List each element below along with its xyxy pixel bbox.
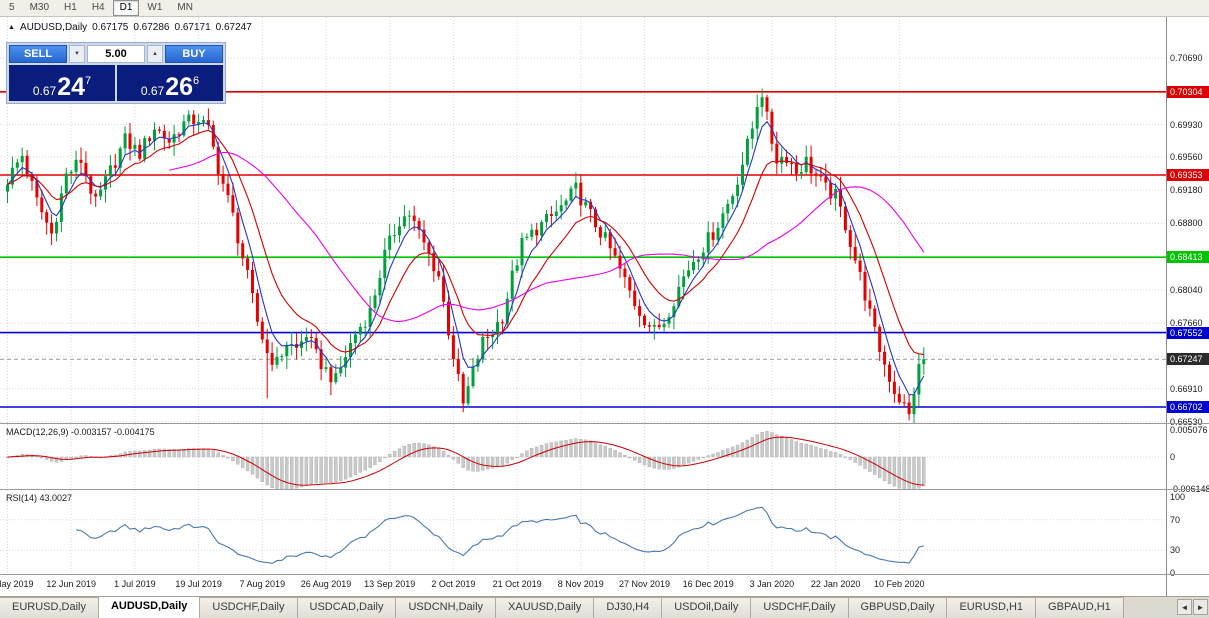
date-axis-label: 22 Jan 2020 — [810, 579, 861, 589]
rsi-label: RSI(14) 43.0027 — [6, 493, 73, 503]
date-axis-label: 21 Oct 2019 — [492, 579, 542, 589]
timeframe-toolbar: 5 M30 H1 H4 D1 W1 MN — [0, 0, 1209, 17]
rsi-axis-label: 30 — [1170, 545, 1181, 556]
date-axis-label: 26 Aug 2019 — [300, 579, 352, 589]
timeframe-button-w1[interactable]: W1 — [147, 2, 163, 13]
price-axis-label: 0.69180 — [1170, 185, 1203, 196]
price-level-badge: 0.69353 — [1167, 168, 1209, 181]
buy-price-point: 6 — [193, 75, 200, 87]
date-axis-label: 13 Sep 2019 — [364, 579, 416, 589]
buy-price-big: 0.67 — [140, 84, 165, 98]
buy-price-pips: 26 — [165, 73, 194, 101]
chart-tab-usdchf-daily[interactable]: USDCHF,Daily — [199, 597, 298, 618]
timeframe-button-5[interactable]: 5 — [9, 2, 15, 13]
tab-scroll-left-button[interactable]: ◄ — [1177, 599, 1192, 615]
sell-price-pips: 24 — [57, 73, 86, 101]
ohlc-low: 0.67171 — [174, 22, 211, 33]
chart-tab-xauusd-daily[interactable]: XAUUSD,Daily — [495, 597, 595, 618]
main-chart-pane[interactable] — [0, 17, 1166, 426]
macd-chart-canvas[interactable] — [0, 424, 1166, 491]
chevron-down-icon: ▼ — [74, 51, 80, 57]
date-axis-label: 2 Oct 2019 — [431, 579, 476, 589]
ohlc-open: 0.67175 — [92, 22, 129, 33]
one-click-trading-panel: SELL ▼ 5.00 ▲ BUY 0.67 24 7 0.67 26 6 — [6, 42, 226, 104]
rsi-axis-label: 70 — [1170, 514, 1181, 525]
date-axis-label: 12 Jun 2019 — [46, 579, 96, 589]
price-axis-label: 0.68800 — [1170, 218, 1203, 229]
price-level-badge: 0.66702 — [1167, 400, 1209, 413]
sell-price-box[interactable]: 0.67 24 7 — [9, 65, 115, 101]
price-level-badge: 0.67247 — [1167, 353, 1209, 366]
rsi-indicator-pane[interactable] — [0, 490, 1166, 574]
volume-down-button[interactable]: ▼ — [69, 45, 85, 63]
pane-divider[interactable] — [0, 489, 1209, 490]
ohlc-high: 0.67286 — [133, 22, 170, 33]
chevron-up-icon: ▲ — [152, 51, 158, 57]
timeframe-button-h4[interactable]: H4 — [91, 2, 105, 13]
chart-tab-gbpusd-daily[interactable]: GBPUSD,Daily — [847, 597, 948, 618]
macd-indicator-pane[interactable] — [0, 424, 1166, 491]
date-axis-label: 8 Nov 2019 — [557, 579, 604, 589]
volume-input[interactable]: 5.00 — [87, 45, 145, 63]
chart-tab-usdoil-daily[interactable]: USDOil,Daily — [661, 597, 752, 618]
rsi-chart-canvas[interactable] — [0, 490, 1166, 574]
macd-axis-label: 0.005076 — [1170, 425, 1208, 436]
date-axis-label: 1 Jul 2019 — [114, 579, 156, 589]
chart-tab-eurusd-h1[interactable]: EURUSD,H1 — [946, 597, 1037, 618]
rsi-axis-label: 0 — [1170, 568, 1176, 578]
chart-ohlc-header: ▲ AUDUSD,Daily 0.67175 0.67286 0.67171 0… — [8, 22, 252, 33]
price-axis-label: 0.68040 — [1170, 284, 1203, 295]
ohlc-close: 0.67247 — [215, 22, 252, 33]
timeframe-button-d1[interactable]: D1 — [112, 0, 140, 16]
macd-label: MACD(12,26,9) -0.003157 -0.004175 — [6, 427, 155, 437]
timeframe-button-m30[interactable]: M30 — [29, 2, 50, 13]
tab-scroll-right-button[interactable]: ► — [1193, 599, 1208, 615]
price-chart-canvas[interactable] — [0, 17, 1166, 426]
date-axis-label: 7 Aug 2019 — [239, 579, 286, 589]
chart-tab-audusd-daily[interactable]: AUDUSD,Daily — [97, 597, 201, 618]
symbol-marker-icon: ▲ — [8, 24, 15, 31]
chart-tab-usdchf-daily[interactable]: USDCHF,Daily — [750, 597, 849, 618]
price-axis-label: 0.69930 — [1170, 119, 1203, 130]
sell-price-big: 0.67 — [32, 84, 57, 98]
sell-button[interactable]: SELL — [9, 45, 67, 63]
macd-axis-label: 0 — [1170, 452, 1176, 462]
chart-tab-gbpaud-h1[interactable]: GBPAUD,H1 — [1035, 597, 1124, 618]
chart-tab-usdcnh-daily[interactable]: USDCNH,Daily — [395, 597, 497, 618]
timeframe-button-h1[interactable]: H1 — [64, 2, 77, 13]
sell-price-point: 7 — [85, 75, 92, 87]
chart-tab-usdcad-daily[interactable]: USDCAD,Daily — [296, 597, 397, 618]
date-axis-label: 27 Nov 2019 — [618, 579, 671, 589]
price-axis-label: 0.67660 — [1170, 318, 1203, 329]
tab-scroll-buttons: ◄ ► — [1177, 599, 1208, 615]
price-axis-label: 0.70690 — [1170, 53, 1203, 63]
pane-divider[interactable] — [0, 423, 1209, 424]
date-axis-label: 24 May 2019 — [0, 579, 34, 589]
rsi-axis-label: 100 — [1170, 492, 1186, 502]
date-axis-label: 10 Feb 2020 — [874, 579, 925, 589]
price-level-badge: 0.67552 — [1167, 326, 1209, 339]
chevron-left-icon: ◄ — [1180, 602, 1189, 612]
date-axis-label: 16 Dec 2019 — [682, 579, 734, 589]
chart-tab-eurusd-daily[interactable]: EURUSD,Daily — [0, 597, 99, 618]
date-axis-label: 19 Jul 2019 — [175, 579, 222, 589]
symbol-label: AUDUSD,Daily — [19, 22, 88, 33]
buy-button[interactable]: BUY — [165, 45, 223, 63]
price-level-badge: 0.68413 — [1167, 251, 1209, 264]
price-axis[interactable]: 0.70690 0.69930 0.69560 0.69180 0.68800 0.680… — [1166, 17, 1209, 596]
buy-price-box[interactable]: 0.67 26 6 — [117, 65, 223, 101]
volume-up-button[interactable]: ▲ — [147, 45, 163, 63]
price-level-badge: 0.70304 — [1167, 85, 1209, 98]
price-axis-label: 0.66530 — [1170, 417, 1203, 427]
date-axis[interactable]: 24 May 2019 12 Jun 2019 1 Jul 2019 19 Jul 2… — [0, 575, 1166, 596]
chart-tabbar: EURUSD,Daily AUDUSD,Daily USDCHF,Daily USDC… — [0, 596, 1209, 618]
price-axis-label: 0.66910 — [1170, 383, 1203, 394]
date-axis-label: 3 Jan 2020 — [749, 579, 795, 589]
timeframe-button-mn[interactable]: MN — [177, 2, 193, 13]
chevron-right-icon: ► — [1196, 602, 1205, 612]
pane-divider[interactable] — [0, 574, 1209, 575]
price-axis-label: 0.69560 — [1170, 151, 1203, 162]
chart-tab-dj30-h4[interactable]: DJ30,H4 — [593, 597, 663, 618]
